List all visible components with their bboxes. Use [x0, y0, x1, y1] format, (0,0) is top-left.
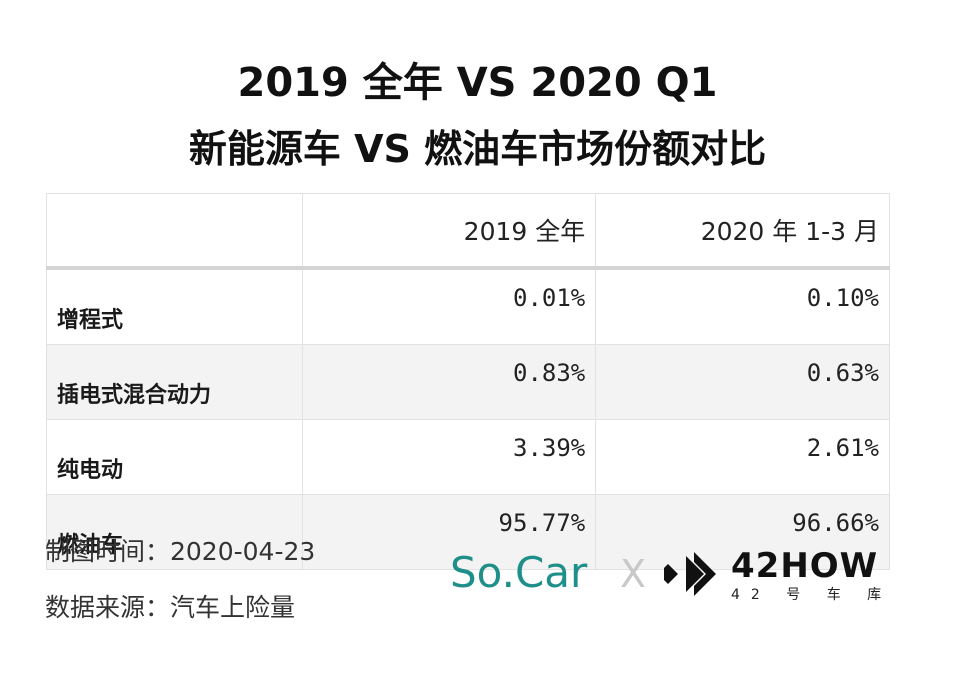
- market-share-table: 2019 全年 2020 年 1-3 月 增程式 0.01% 0.10% 插电式…: [46, 193, 890, 570]
- table-header-row: 2019 全年 2020 年 1-3 月: [46, 193, 890, 270]
- value-2019: 0.01%: [301, 267, 597, 345]
- chart-date: 制图时间：2020-04-23: [45, 537, 316, 566]
- header-2020: 2020 年 1-3 月: [595, 193, 890, 270]
- row-label: 纯电动: [46, 419, 303, 495]
- logo-separator: X: [620, 552, 647, 596]
- header-2019: 2019 全年: [301, 193, 597, 270]
- row-label: 插电式混合动力: [46, 344, 303, 420]
- value-2019: 0.83%: [301, 344, 597, 420]
- value-2020: 0.63%: [595, 344, 890, 420]
- title-line-1: 2019 全年 VS 2020 Q1: [237, 60, 718, 106]
- value-2020: 96.66%: [595, 494, 890, 570]
- value-2019: 95.77%: [301, 494, 597, 570]
- table-row: 燃油车 95.77% 96.66%: [46, 494, 890, 570]
- value-2020: 2.61%: [595, 419, 890, 495]
- 42how-wordmark: 42HOW: [731, 546, 879, 586]
- socar-logo: So.Car: [450, 548, 588, 597]
- title-line-2: 新能源车 VS 燃油车市场份额对比: [188, 127, 767, 171]
- 42how-logo-icon: [664, 552, 716, 596]
- row-label: 增程式: [46, 267, 303, 345]
- table-row: 纯电动 3.39% 2.61%: [46, 419, 890, 495]
- 42how-subtitle: 42 号 车 库: [731, 587, 893, 603]
- value-2019: 3.39%: [301, 419, 597, 495]
- table-row: 插电式混合动力 0.83% 0.63%: [46, 344, 890, 420]
- data-source: 数据来源：汽车上险量: [45, 593, 296, 622]
- header-empty: [46, 193, 303, 270]
- value-2020: 0.10%: [595, 267, 890, 345]
- row-label: 燃油车: [46, 494, 303, 570]
- table-row: 增程式 0.01% 0.10%: [46, 267, 890, 345]
